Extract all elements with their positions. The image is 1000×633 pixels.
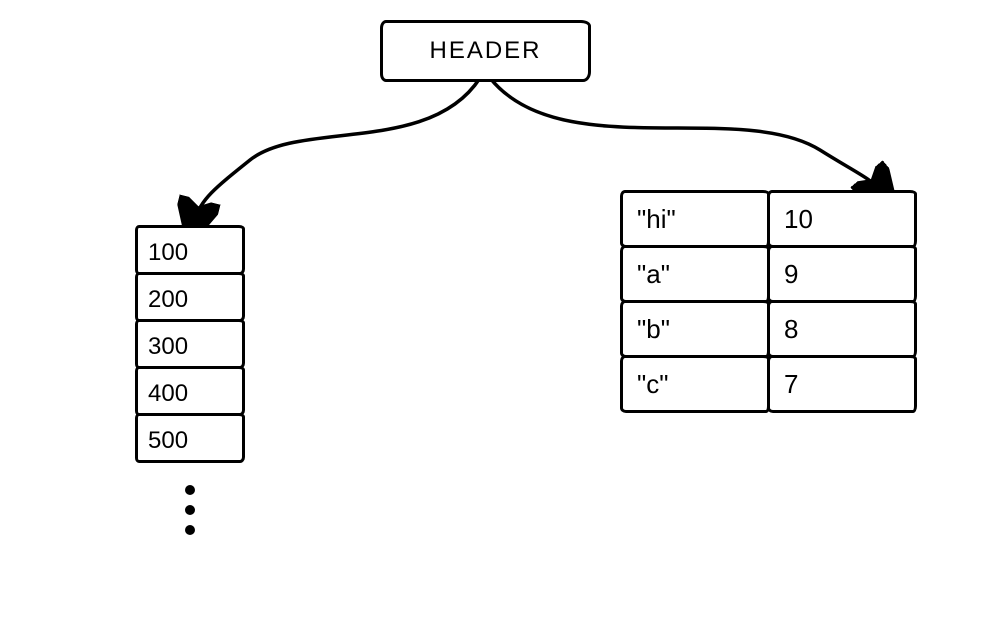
table-val: 7 [767,355,917,413]
arrow-left [195,78,480,220]
table-row: "a" 9 [620,245,917,303]
table-key: "hi" [620,190,770,248]
table-val: 8 [767,300,917,358]
dot-icon [185,485,195,495]
right-table: "hi" 10 "a" 9 "b" 8 "c" 7 [620,190,917,413]
dot-icon [185,505,195,515]
table-row: "c" 7 [620,355,917,413]
header-label: HEADER [429,37,541,65]
list-item: 100 [135,225,245,275]
header-node: HEADER [380,20,591,82]
table-key: "a" [620,245,770,303]
table-key: "c" [620,355,770,413]
diagram-stage: HEADER 100 200 300 400 500 "hi" 10 "a" 9… [0,0,1000,633]
table-val: 9 [767,245,917,303]
table-val: 10 [767,190,917,248]
table-key: "b" [620,300,770,358]
ellipsis-dots [185,475,195,545]
list-item: 400 [135,366,245,416]
list-item: 500 [135,413,245,463]
table-row: "hi" 10 [620,190,917,248]
list-item: 200 [135,272,245,322]
left-list: 100 200 300 400 500 [135,225,245,463]
list-item: 300 [135,319,245,369]
table-row: "b" 8 [620,300,917,358]
dot-icon [185,525,195,535]
arrow-right [490,78,880,190]
